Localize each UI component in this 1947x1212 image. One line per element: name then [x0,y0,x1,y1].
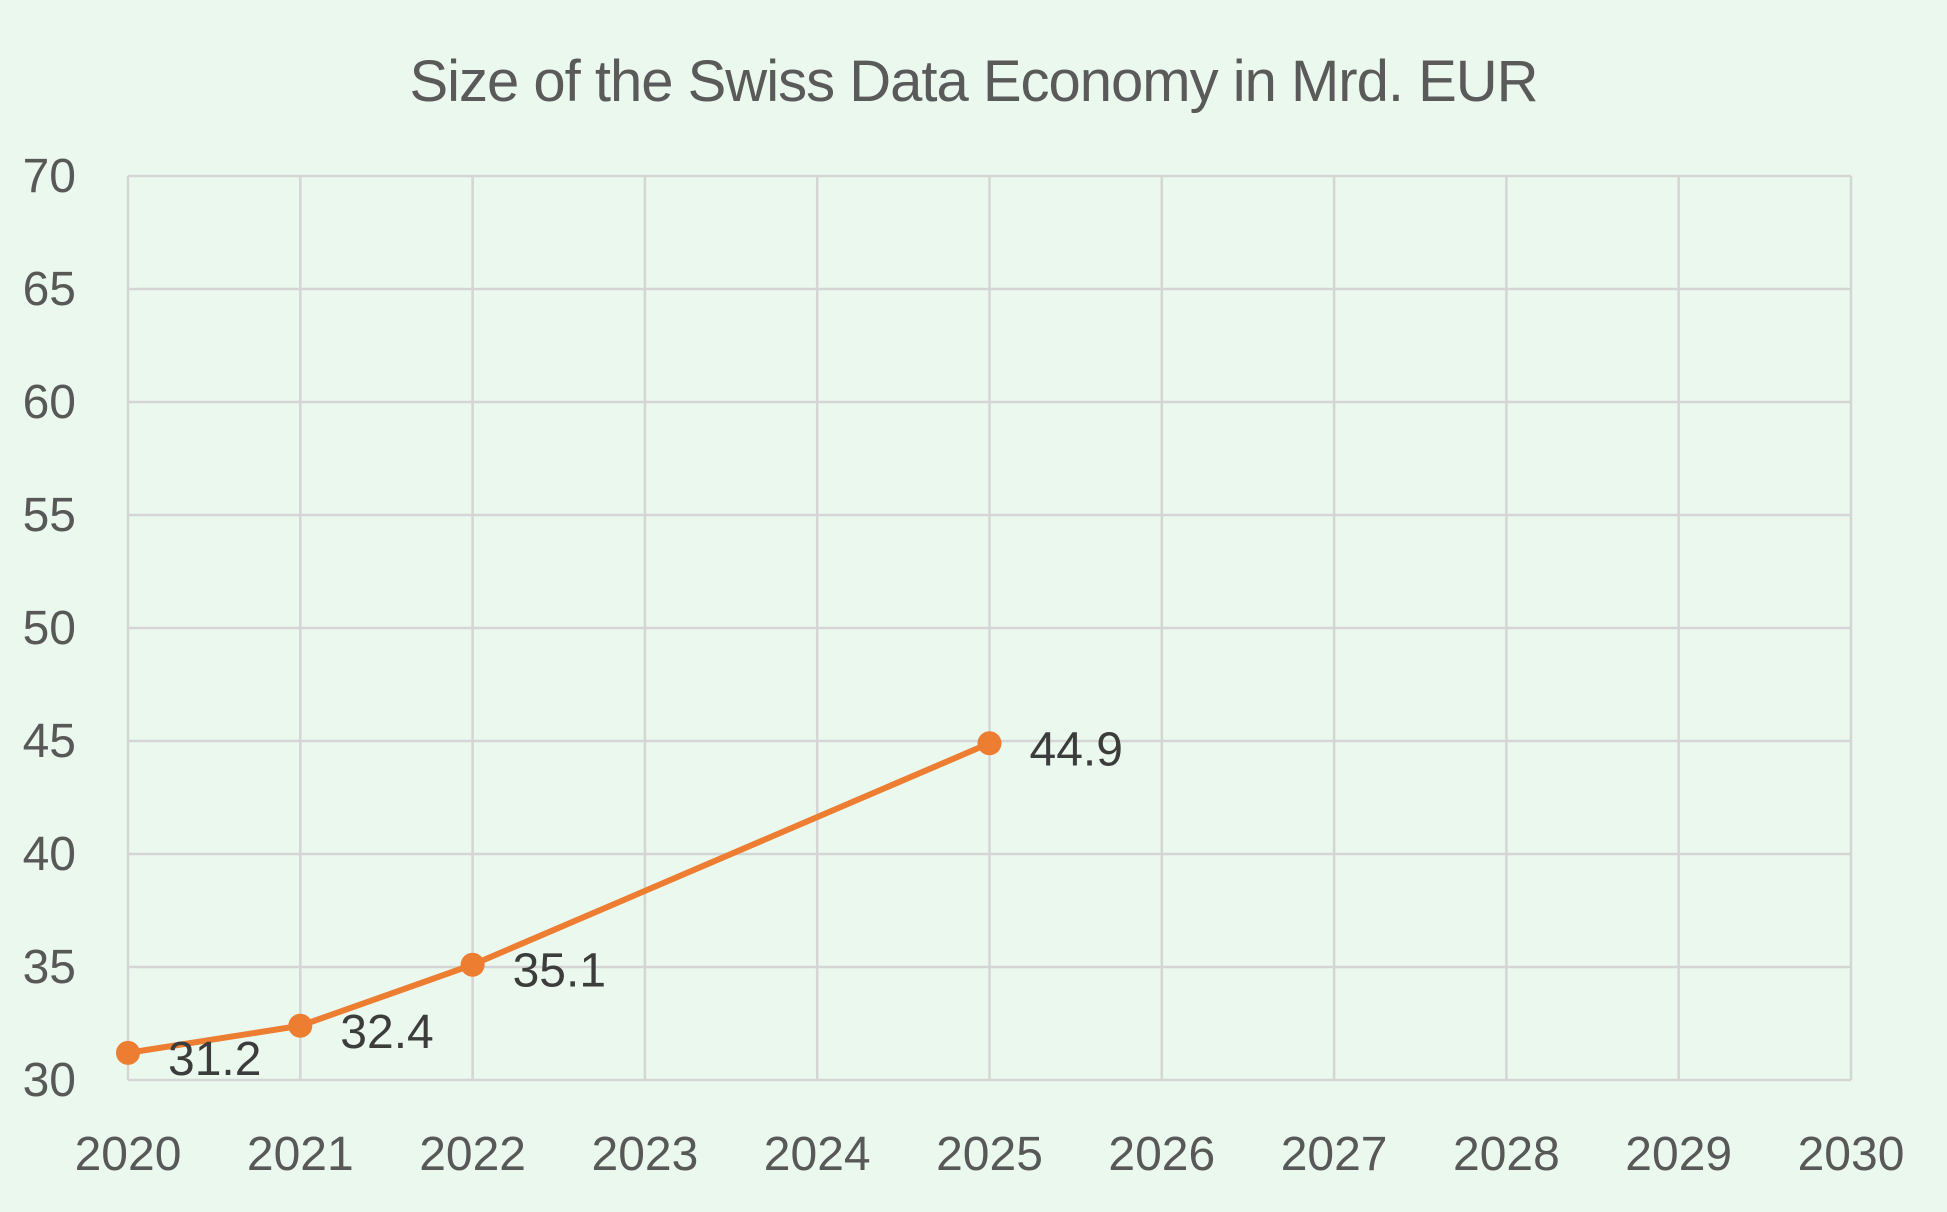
data-label: 35.1 [513,945,606,998]
y-tick-label: 70 [23,150,76,203]
x-tick-label: 2029 [1625,1128,1732,1181]
data-point [116,1040,140,1065]
y-tick-label: 30 [23,1054,76,1107]
y-axis-ticks: 30 35 40 45 50 55 60 65 70 [23,150,76,1107]
x-tick-label: 2030 [1798,1128,1905,1181]
data-label: 44.9 [1030,723,1123,776]
y-tick-label: 45 [23,715,76,768]
y-tick-label: 60 [23,376,76,429]
grid [126,174,1853,1082]
x-tick-label: 2023 [592,1128,699,1181]
x-tick-label: 2021 [247,1128,354,1181]
data-point [288,1013,313,1038]
data-point [460,952,485,977]
data-label: 31.2 [168,1033,261,1086]
x-tick-label: 2027 [1281,1128,1388,1181]
y-tick-label: 65 [23,263,76,316]
series-line [127,740,991,1056]
data-point [977,731,1002,756]
series: 31.2 32.4 35.1 44.9 [116,723,1123,1086]
y-tick-label: 35 [23,941,76,994]
y-tick-label: 55 [23,489,76,542]
x-tick-label: 2028 [1453,1128,1560,1181]
x-tick-label: 2022 [419,1128,526,1181]
x-axis-ticks: 2020 2021 2022 2023 2024 2025 2026 2027 2028 2029… [75,1128,1905,1181]
data-label: 32.4 [340,1006,433,1059]
x-tick-label: 2026 [1108,1128,1215,1181]
y-tick-label: 50 [23,602,76,655]
chart-title: Size of the Swiss Data Economy in Mrd. E… [409,49,1538,114]
x-tick-label: 2024 [764,1128,871,1181]
y-tick-label: 40 [23,828,76,881]
x-tick-label: 2025 [936,1128,1043,1181]
x-tick-label: 2020 [75,1128,182,1181]
